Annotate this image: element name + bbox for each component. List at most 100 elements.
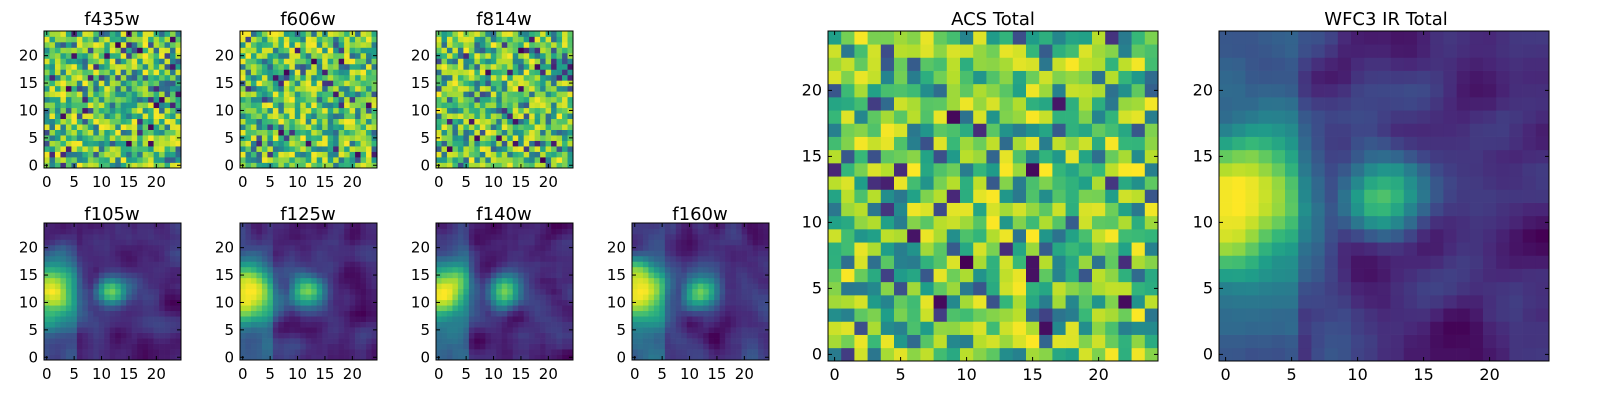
- heatmap-cell: [551, 310, 557, 317]
- heatmap-cell: [355, 338, 361, 344]
- heatmap-cell: [496, 294, 503, 301]
- heatmap-cell: [457, 135, 464, 141]
- heatmap-cell: [714, 239, 721, 246]
- heatmap-cell: [71, 118, 78, 125]
- heatmap-cell: [697, 266, 704, 273]
- heatmap-cell: [632, 255, 638, 262]
- heatmap-cell: [267, 244, 274, 251]
- heatmap-cell: [322, 228, 329, 235]
- heatmap-cell: [240, 283, 246, 290]
- heatmap-cell: [349, 80, 356, 87]
- heatmap-cell: [126, 299, 133, 306]
- heatmap-cell: [49, 162, 56, 169]
- heatmap-cell: [142, 244, 149, 251]
- heatmap-cell: [60, 277, 67, 284]
- heatmap-cell: [327, 250, 334, 257]
- heatmap-cell: [170, 151, 176, 158]
- heatmap-cell: [446, 129, 453, 136]
- heatmap-cell: [697, 321, 704, 328]
- heatmap-cell: [289, 151, 296, 158]
- heatmap-cell: [240, 113, 246, 120]
- heatmap-cell: [261, 261, 268, 268]
- heatmap-cell: [496, 332, 503, 339]
- heatmap-cell: [327, 47, 334, 54]
- heatmap-cell: [933, 255, 948, 269]
- heatmap-cell: [747, 250, 753, 257]
- heatmap-cell: [98, 140, 105, 147]
- heatmap-cell: [300, 69, 307, 76]
- heatmap-cell: [1012, 242, 1027, 256]
- heatmap-cell: [973, 229, 987, 243]
- heatmap-cell: [87, 228, 94, 235]
- heatmap-cell: [441, 316, 448, 322]
- heatmap-cell: [452, 255, 459, 262]
- heatmap-cell: [360, 74, 367, 81]
- heatmap-cell: [686, 266, 693, 273]
- heatmap-cell: [65, 239, 72, 246]
- heatmap-cell: [109, 310, 116, 317]
- heatmap-cell: [1078, 268, 1093, 283]
- heatmap-cell: [256, 146, 263, 152]
- heatmap-cell: [725, 349, 731, 355]
- heatmap-cell: [632, 266, 638, 273]
- heatmap-cell: [104, 118, 111, 125]
- heatmap-cell: [446, 102, 453, 109]
- heatmap-cell: [98, 261, 105, 268]
- heatmap-cell: [534, 299, 541, 306]
- heatmap-cell: [567, 228, 574, 235]
- heatmap-cell: [529, 124, 535, 130]
- heatmap-cell: [479, 288, 486, 295]
- heatmap-cell: [164, 233, 171, 240]
- heatmap-cell: [344, 310, 350, 317]
- heatmap-cell: [54, 140, 61, 147]
- heatmap-cell: [1012, 255, 1027, 269]
- heatmap-cell: [170, 80, 176, 87]
- heatmap-cell: [316, 261, 323, 268]
- heatmap-cell: [54, 349, 61, 355]
- heatmap-cell: [653, 299, 660, 306]
- heatmap-cell: [642, 255, 649, 262]
- heatmap-cell: [551, 96, 557, 103]
- heatmap-cell: [93, 107, 100, 114]
- heatmap-cell: [479, 343, 486, 350]
- heatmap-cell: [126, 58, 133, 65]
- heatmap-cell: [556, 272, 563, 279]
- heatmap-cell: [457, 140, 464, 147]
- heatmap-cell: [920, 295, 934, 309]
- heatmap-cell: [1078, 334, 1093, 349]
- heatmap-cell: [1039, 321, 1053, 335]
- heatmap-cell: [725, 244, 731, 251]
- heatmap-cell: [1065, 149, 1080, 164]
- heatmap-cell: [697, 228, 704, 235]
- heatmap-cell: [71, 272, 78, 279]
- heatmap-cell: [148, 343, 154, 350]
- heatmap-cell: [714, 299, 721, 306]
- heatmap-cell: [272, 107, 279, 114]
- heatmap-cell: [681, 266, 688, 273]
- heatmap-cell: [867, 268, 882, 283]
- heatmap-cell: [496, 58, 503, 65]
- heatmap-cell: [261, 283, 268, 290]
- heatmap-cell: [880, 215, 895, 230]
- heatmap-cell: [148, 272, 154, 279]
- heatmap-cell: [446, 305, 453, 312]
- heatmap-cell: [540, 255, 546, 262]
- heatmap-cell: [551, 124, 557, 130]
- heatmap-cell: [714, 255, 721, 262]
- heatmap-cell: [65, 299, 72, 306]
- heatmap-cell: [305, 146, 312, 152]
- heatmap-cell: [294, 266, 301, 273]
- heatmap-cell: [170, 310, 176, 317]
- heatmap-cell: [946, 189, 961, 203]
- heatmap-cell: [104, 343, 111, 350]
- heatmap-cell: [714, 288, 721, 295]
- heatmap-cell: [703, 244, 710, 251]
- heatmap-cell: [545, 255, 552, 262]
- heatmap-cell: [322, 85, 329, 92]
- heatmap-cell: [300, 261, 307, 268]
- heatmap-cell: [175, 36, 182, 43]
- heatmap-cell: [567, 332, 574, 339]
- heatmap-cell: [159, 140, 165, 147]
- heatmap-cell: [294, 113, 301, 120]
- heatmap-cell: [758, 343, 764, 350]
